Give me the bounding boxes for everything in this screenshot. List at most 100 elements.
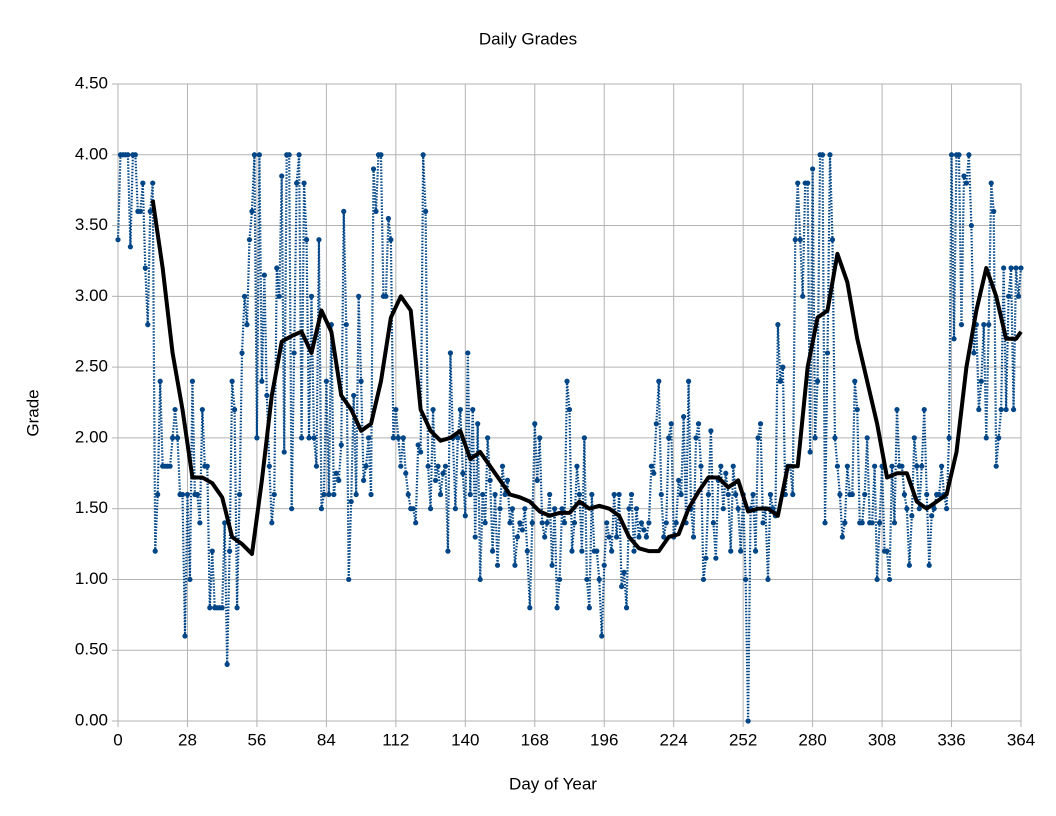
data-point <box>502 491 508 498</box>
data-point <box>690 534 697 540</box>
data-point <box>876 520 883 526</box>
data-point <box>390 435 396 441</box>
data-point <box>685 378 692 384</box>
data-point <box>884 548 890 554</box>
data-point <box>819 152 826 158</box>
data-point <box>289 506 295 512</box>
data-point <box>222 520 228 526</box>
data-point <box>393 406 399 413</box>
data-point <box>946 435 952 441</box>
data-point <box>596 576 602 583</box>
data-point <box>1003 406 1009 413</box>
data-point <box>360 477 367 483</box>
data-point <box>489 548 496 554</box>
data-point <box>308 293 315 299</box>
data-point <box>834 463 841 469</box>
data-point <box>259 378 265 384</box>
data-point <box>294 180 300 186</box>
data-point <box>929 513 935 519</box>
data-point <box>383 293 389 299</box>
y-tick-label: 4.50 <box>75 73 108 92</box>
data-point <box>993 463 999 469</box>
data-point <box>666 435 672 441</box>
data-point <box>914 463 920 469</box>
data-point <box>1013 265 1019 271</box>
data-point <box>951 336 957 342</box>
data-point <box>889 463 895 469</box>
data-point <box>842 520 848 526</box>
data-point <box>477 576 483 583</box>
data-point <box>564 378 570 384</box>
data-point <box>559 506 565 512</box>
data-point <box>663 520 669 526</box>
data-point <box>227 548 233 554</box>
data-point <box>427 506 434 512</box>
data-point <box>775 322 781 328</box>
plot-border <box>117 83 1022 722</box>
data-point <box>628 491 635 498</box>
data-point <box>991 208 997 214</box>
data-point <box>767 491 774 498</box>
data-point <box>869 520 875 526</box>
y-tick-label: 1.50 <box>75 498 108 517</box>
y-tick-label: 0.50 <box>75 640 108 659</box>
data-point <box>797 237 803 243</box>
data-point <box>700 576 707 583</box>
data-point <box>544 520 550 526</box>
data-point <box>981 322 987 328</box>
data-point <box>556 576 563 583</box>
data-point <box>621 569 627 575</box>
data-point <box>601 562 607 568</box>
data-point <box>723 470 729 476</box>
x-tick-label: 224 <box>660 730 688 749</box>
data-point <box>442 463 449 469</box>
data-point <box>194 491 200 498</box>
data-point <box>919 463 925 469</box>
data-point <box>209 548 215 554</box>
data-point <box>363 463 369 469</box>
data-point <box>497 506 503 512</box>
data-point <box>274 265 280 271</box>
data-point <box>549 562 555 568</box>
data-point <box>400 435 406 441</box>
x-axis-label: Day of Year <box>509 774 597 793</box>
chart-title: Daily Grades <box>479 29 577 48</box>
data-point <box>852 378 858 384</box>
x-tick-label: 336 <box>937 730 965 749</box>
data-point <box>219 605 225 611</box>
data-point <box>358 378 364 384</box>
data-point <box>266 463 272 469</box>
data-point <box>125 152 131 158</box>
data-point <box>487 477 493 483</box>
data-point <box>338 442 344 448</box>
data-point <box>963 180 970 186</box>
data-point <box>182 633 188 639</box>
data-point <box>311 435 317 441</box>
data-point <box>911 435 917 441</box>
data-point <box>229 378 235 384</box>
data-point <box>673 520 679 526</box>
data-point <box>115 237 121 243</box>
data-point <box>172 406 178 413</box>
data-point <box>966 152 972 158</box>
y-tick-label: 0.00 <box>75 710 108 729</box>
data-point <box>492 491 498 498</box>
data-point <box>924 491 930 498</box>
data-point <box>542 534 548 540</box>
data-point <box>437 491 444 498</box>
data-point <box>728 548 734 554</box>
data-point <box>132 152 138 158</box>
data-point <box>142 265 148 271</box>
data-point <box>410 506 416 512</box>
data-point <box>810 166 816 172</box>
data-point <box>584 576 590 583</box>
x-tick-label: 196 <box>590 730 618 749</box>
data-point <box>234 605 240 611</box>
data-point <box>854 406 860 413</box>
data-point <box>906 562 912 568</box>
data-point <box>730 463 736 469</box>
data-point <box>291 350 297 356</box>
data-point <box>184 491 191 498</box>
data-point <box>695 421 702 427</box>
data-point <box>894 406 900 413</box>
